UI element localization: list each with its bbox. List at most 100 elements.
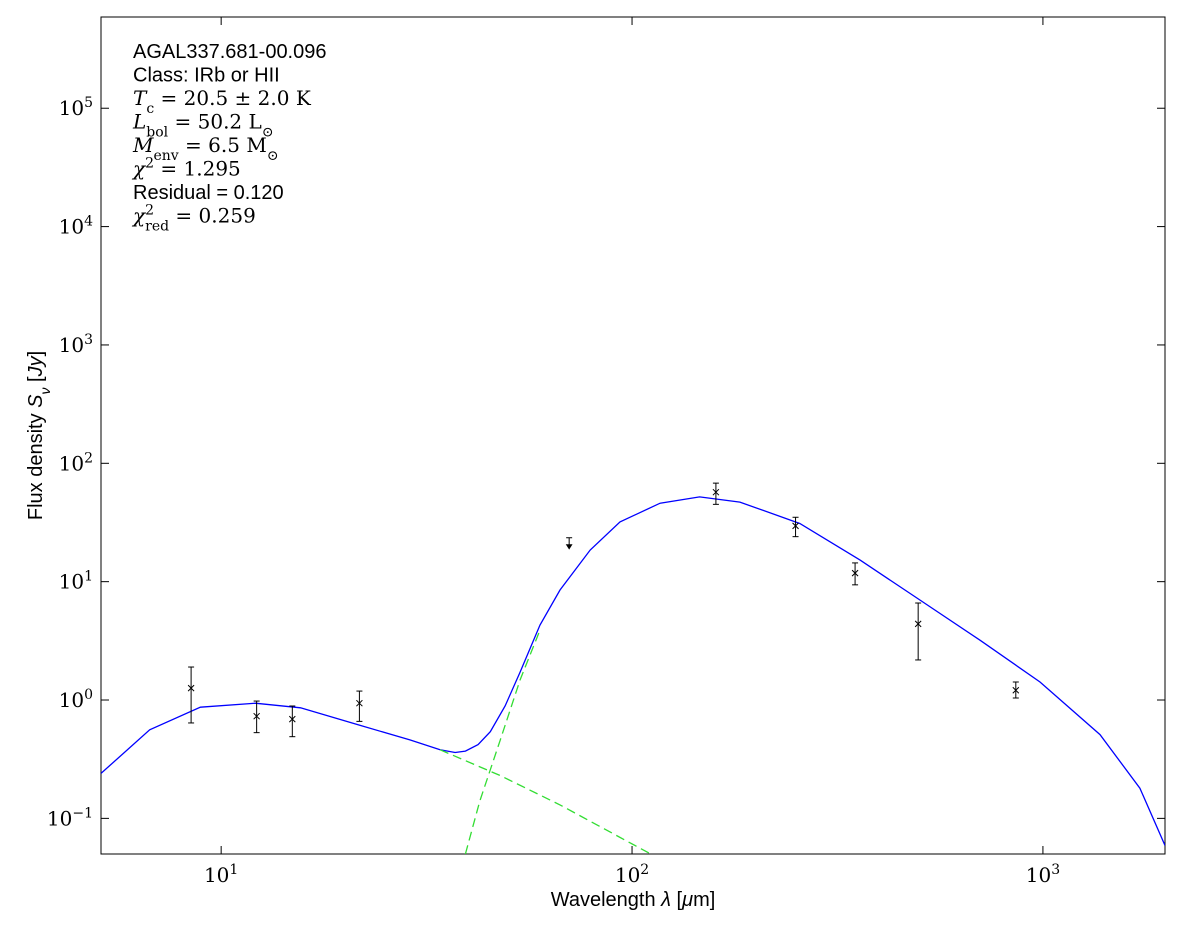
y-tick-label: 104	[59, 214, 93, 239]
model-component	[464, 629, 541, 854]
model-total	[101, 496, 1165, 846]
tick-exponent: 1	[229, 862, 238, 878]
tick-exponent: 4	[84, 214, 93, 230]
data-point	[1012, 686, 1020, 694]
text-part: [	[25, 376, 47, 388]
text-part: Flux density	[25, 408, 47, 520]
text-part: χ	[131, 157, 147, 181]
text-part: c	[146, 101, 154, 117]
annotation: Tc = 20.5 ± 2.0 K	[133, 86, 312, 117]
text-part: ]	[25, 351, 47, 357]
marker-stroke	[914, 620, 922, 628]
text-part: S	[25, 394, 47, 408]
text-part: Residual = 0.120	[133, 182, 284, 204]
plot-area	[101, 482, 1165, 854]
error-bar	[915, 602, 922, 661]
y-tick-label: 100	[59, 687, 93, 712]
text-part: M	[132, 133, 154, 157]
annotation: Menv = 6.5 M⊙	[132, 133, 279, 164]
marker-stroke	[712, 488, 720, 496]
x-tick-label: 102	[615, 862, 649, 887]
error-bar	[712, 482, 719, 505]
text-part: L	[132, 110, 146, 134]
error-bar	[289, 705, 296, 738]
y-tick-label: 103	[59, 332, 93, 357]
tick-base: 10	[59, 451, 84, 475]
tick-base: 10	[59, 688, 84, 712]
y-tick-label: 10−1	[47, 805, 93, 830]
y-tick-label: 102	[59, 450, 93, 475]
annotation: Class: IRb or HII	[133, 65, 280, 87]
text-part: = 1.295	[154, 157, 241, 181]
text-part: = 50.2 L	[168, 110, 262, 134]
error-bar	[852, 562, 859, 586]
text-part: red	[145, 219, 169, 235]
tick-exponent: −1	[72, 805, 93, 821]
annotation: Residual = 0.120	[133, 182, 284, 204]
marker-stroke	[187, 684, 195, 692]
text-part: [	[671, 889, 683, 911]
text-part: = 0.259	[169, 204, 256, 228]
tick-base: 10	[59, 96, 84, 120]
text-part: T	[133, 86, 148, 110]
text-part: χ	[131, 204, 147, 228]
data-point	[914, 620, 922, 628]
marker-stroke	[253, 712, 260, 720]
text-part: μ	[681, 889, 693, 911]
y-axis-label: Flux density Sν [Jy]	[25, 351, 53, 520]
text-part: env	[153, 148, 178, 164]
data-point	[356, 699, 363, 707]
text-part: ⊙	[262, 125, 274, 141]
tick-base: 10	[47, 806, 72, 830]
x-tick-label: 103	[1026, 862, 1060, 887]
text-part: Jy	[25, 355, 47, 377]
error-bar	[356, 690, 363, 722]
marker-stroke	[792, 522, 799, 530]
text-part: 2	[145, 203, 154, 219]
data-point	[253, 712, 260, 720]
annotation: χ2 = 1.295	[131, 156, 241, 181]
data-point	[792, 522, 799, 530]
upper-limit-arrow	[565, 544, 573, 550]
tick-base: 10	[204, 863, 229, 887]
tick-base: 10	[59, 215, 84, 239]
tick-base: 10	[59, 570, 84, 594]
text-part: 2	[145, 156, 154, 172]
marker-stroke	[1012, 686, 1020, 694]
text-part: ⊙	[267, 148, 279, 164]
tick-base: 10	[1026, 863, 1051, 887]
text-part: = 6.5 M	[179, 133, 267, 157]
tick-base: 10	[59, 333, 84, 357]
text-part: bol	[146, 125, 168, 141]
error-bar	[792, 516, 799, 538]
tick-exponent: 0	[84, 687, 93, 703]
model-component	[439, 749, 652, 854]
text-part: λ	[660, 889, 671, 911]
annotation: χ2 red = 0.259	[131, 203, 256, 235]
data-point	[712, 488, 720, 496]
marker-stroke	[851, 569, 859, 577]
tick-exponent: 2	[640, 862, 649, 878]
marker-stroke	[356, 699, 363, 707]
plot-frame	[100, 16, 1166, 855]
error-bar	[188, 666, 195, 724]
marker-stroke	[288, 715, 296, 723]
text-part: Class: IRb or HII	[133, 65, 280, 87]
tick-base: 10	[615, 863, 640, 887]
annotation: Lbol = 50.2 L⊙	[132, 110, 274, 141]
tick-exponent: 2	[84, 450, 93, 466]
y-tick-label: 105	[59, 95, 93, 120]
tick-exponent: 5	[84, 95, 93, 111]
tick-exponent: 3	[1051, 862, 1060, 878]
data-point	[187, 684, 195, 692]
x-axis-label: Wavelength λ [μm]	[551, 889, 716, 911]
text-part: ν	[37, 388, 53, 395]
upper-limit	[565, 537, 573, 550]
text-part: Wavelength	[551, 889, 661, 911]
y-tick-label: 101	[59, 569, 93, 594]
tick-exponent: 1	[84, 569, 93, 585]
text-part: m]	[693, 889, 715, 911]
data-point	[288, 715, 296, 723]
text-part: = 20.5 ± 2.0 K	[154, 86, 312, 110]
